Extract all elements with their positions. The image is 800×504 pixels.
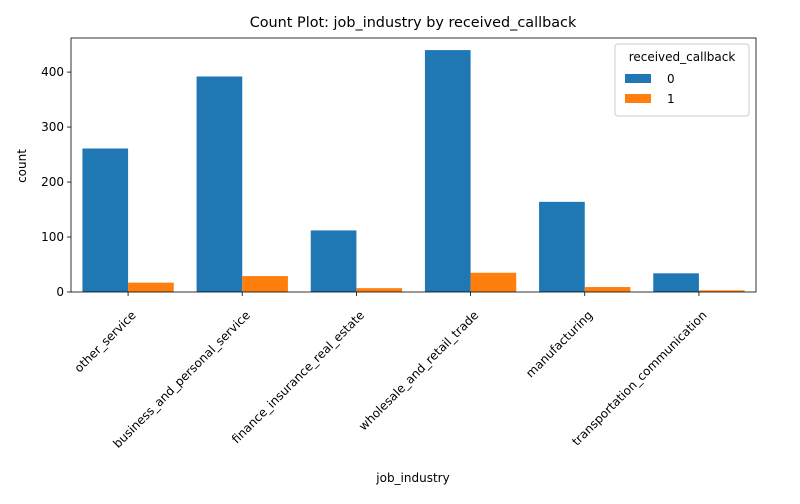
x-tick-label-business_and_personal_service: business_and_personal_service: [110, 308, 253, 451]
bar-transportation_communication-series-1: [698, 290, 745, 292]
bar-finance_insurance_real_estate-series-0: [310, 230, 357, 292]
legend-label-0: 0: [667, 72, 675, 86]
x-tick-label-finance_insurance_real_estate: finance_insurance_real_estate: [229, 308, 367, 446]
plot-frame: [70, 37, 757, 293]
bar-manufacturing-series-1: [584, 287, 631, 292]
legend-title: received_callback: [629, 50, 736, 64]
bar-manufacturing-series-0: [539, 201, 585, 292]
bar-wholesale_and_retail_trade-series-0: [424, 50, 471, 292]
bar-other_service-series-0: [82, 148, 129, 292]
bar-business_and_personal_service-series-1: [242, 276, 288, 292]
legend-label-1: 1: [667, 92, 675, 106]
x-axis-label: job_industry: [375, 471, 449, 485]
x-tick-label-transportation_communication: transportation_communication: [569, 308, 709, 448]
y-tick-label-200: 200: [41, 175, 64, 189]
x-tick-label-wholesale_and_retail_trade: wholesale_and_retail_trade: [356, 308, 481, 433]
x-tick-label-other_service: other_service: [72, 308, 139, 375]
bar-finance_insurance_real_estate-series-1: [356, 288, 403, 292]
bar-business_and_personal_service-series-0: [196, 76, 243, 292]
bar-other_service-series-1: [128, 282, 174, 292]
legend: received_callback 0 1: [614, 43, 750, 117]
chart-title: Count Plot: job_industry by received_cal…: [250, 15, 577, 31]
legend-swatch-0: [625, 74, 651, 83]
y-tick-label-0: 0: [56, 285, 64, 299]
y-axis-label: count: [15, 149, 29, 183]
bar-wholesale_and_retail_trade-series-1: [470, 272, 517, 292]
x-tick-label-manufacturing: manufacturing: [523, 308, 595, 380]
bar-transportation_communication-series-0: [653, 273, 699, 292]
legend-swatch-1: [625, 94, 651, 103]
y-tick-label-300: 300: [41, 120, 64, 134]
y-tick-label-400: 400: [41, 65, 64, 79]
y-tick-label-100: 100: [41, 230, 64, 244]
